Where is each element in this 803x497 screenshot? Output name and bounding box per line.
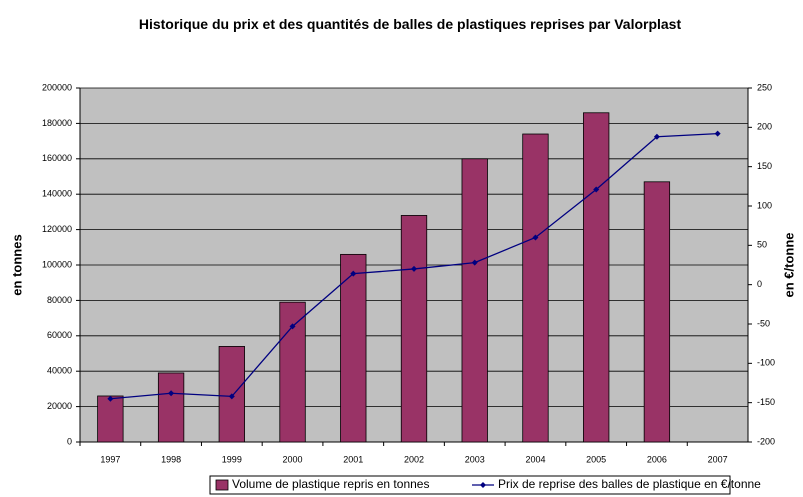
legend-box xyxy=(209,475,731,495)
line-marker xyxy=(653,133,660,140)
y-tick-label: 140000 xyxy=(42,189,72,199)
y-axis-label: en tonnes xyxy=(9,234,24,295)
y-tick-label: 60000 xyxy=(47,330,72,340)
bar xyxy=(522,133,549,443)
y-tick-label: 20000 xyxy=(47,401,72,411)
x-tick-label: 2006 xyxy=(647,454,667,464)
x-tick-label: 2000 xyxy=(283,454,303,464)
y2-tick-label: 50 xyxy=(757,240,767,250)
legend-marker xyxy=(480,482,486,488)
line-marker xyxy=(350,270,357,277)
y2-tick-label: -50 xyxy=(757,318,770,328)
y-tick-label: 120000 xyxy=(42,224,72,234)
legend-label: Volume de plastique repris en tonnes xyxy=(232,477,429,491)
x-tick-label: 1997 xyxy=(100,454,120,464)
y-tick-label: 80000 xyxy=(47,295,72,305)
y2-tick-label: -150 xyxy=(757,397,775,407)
x-tick-label: 1998 xyxy=(161,454,181,464)
legend-label: Prix de reprise des balles de plastique … xyxy=(498,477,761,491)
bar xyxy=(583,112,610,443)
y2-tick-label: 0 xyxy=(757,279,762,289)
y-tick-label: 40000 xyxy=(47,366,72,376)
bar xyxy=(157,372,185,443)
line-marker xyxy=(107,395,114,402)
y2-tick-label: 250 xyxy=(757,82,772,92)
line-marker xyxy=(228,393,235,400)
bar xyxy=(461,158,488,443)
line-marker xyxy=(714,130,721,137)
bar xyxy=(643,181,671,443)
y2-axis-label: en €/tonne xyxy=(781,232,796,297)
y2-tick-label: -100 xyxy=(757,358,775,368)
y-tick-label: 160000 xyxy=(42,153,72,163)
x-tick-label: 2001 xyxy=(343,454,363,464)
y2-tick-label: 200 xyxy=(757,122,772,132)
y2-tick-label: 100 xyxy=(757,200,772,210)
line-marker xyxy=(532,234,539,241)
y-tick-label: 180000 xyxy=(42,118,72,128)
bar xyxy=(97,395,124,443)
x-tick-label: 2004 xyxy=(525,454,545,464)
line-marker xyxy=(593,186,600,193)
x-tick-label: 2007 xyxy=(708,454,728,464)
x-tick-label: 2005 xyxy=(586,454,606,464)
bar xyxy=(400,215,428,443)
y-tick-label: 100000 xyxy=(42,259,72,269)
y2-tick-label: 150 xyxy=(757,161,772,171)
y2-tick-label: -200 xyxy=(757,436,775,446)
line-marker xyxy=(168,390,175,397)
x-tick-label: 2003 xyxy=(465,454,485,464)
bar xyxy=(340,253,367,443)
legend-swatch xyxy=(215,479,229,491)
x-tick-label: 2002 xyxy=(404,454,424,464)
chart-title: Historique du prix et des quantités de b… xyxy=(138,16,682,32)
line-marker xyxy=(289,323,296,330)
line-marker xyxy=(471,259,478,266)
line-marker xyxy=(411,265,417,272)
y-tick-label: 0 xyxy=(67,436,72,446)
x-tick-label: 1999 xyxy=(222,454,242,464)
y-tick-label: 200000 xyxy=(42,82,72,92)
bar xyxy=(279,301,306,443)
